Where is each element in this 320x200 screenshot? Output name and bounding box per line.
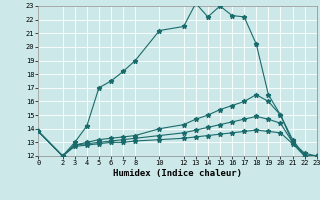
X-axis label: Humidex (Indice chaleur): Humidex (Indice chaleur) [113,169,242,178]
